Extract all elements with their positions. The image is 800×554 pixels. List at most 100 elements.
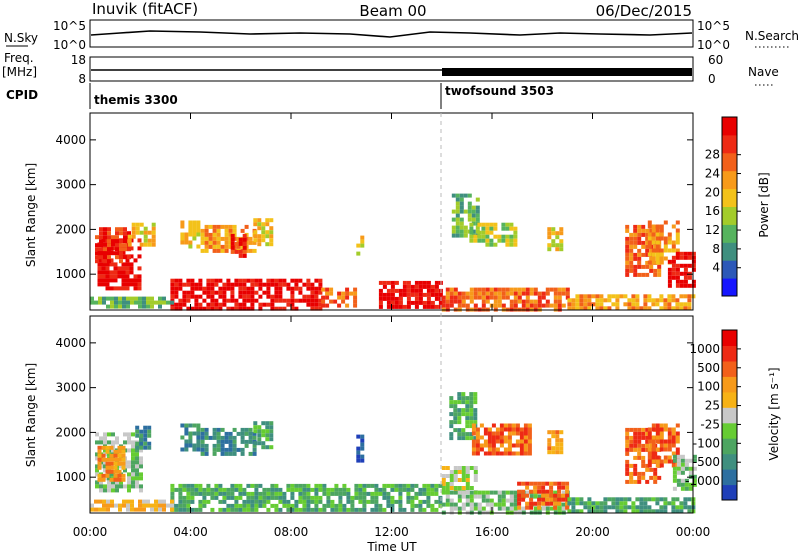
y-tick-label: 4000 <box>55 133 86 147</box>
colorbar-tick-label: 20 <box>705 185 720 199</box>
echo-region <box>471 423 532 456</box>
echo-region <box>517 481 570 510</box>
y-tick-label: 3000 <box>55 178 86 192</box>
echo-region <box>95 227 131 264</box>
colorbar-segment <box>722 330 737 346</box>
y-tick-label: 4000 <box>55 336 86 350</box>
echo-region <box>253 421 274 450</box>
colorbar-segment <box>722 170 737 190</box>
nave-tick-bottom: 0 <box>708 72 716 86</box>
colorbar-segment <box>722 360 737 377</box>
time-axis-label: Time UT <box>366 540 417 554</box>
x-tick-label: 08:00 <box>274 525 309 539</box>
echo-region <box>356 434 365 463</box>
echo-region <box>567 497 696 514</box>
colorbar-segment <box>722 484 737 501</box>
echo-region <box>200 427 257 456</box>
power-y-ticks: 1000 2000 3000 4000 <box>55 133 693 281</box>
power-panel: 1000 2000 3000 4000 Slant Range [km] <box>24 112 696 312</box>
nsky-label: N.Sky <box>4 31 38 45</box>
colorbar-tick-label: 8 <box>712 242 720 256</box>
velocity-colorbar-label: Velocity [m s⁻¹] <box>767 367 781 460</box>
nsky-tick-top: 10^5 <box>53 19 86 33</box>
colorbar-tick-label: 12 <box>705 223 720 237</box>
colorbar-segment <box>722 152 737 172</box>
freq-tick-top: 18 <box>71 53 86 67</box>
echo-region <box>378 280 443 309</box>
freq-unit: [MHz] <box>2 65 37 79</box>
nsearch-label: N.Search <box>745 29 799 43</box>
colorbar-tick-label: -500 <box>693 455 720 469</box>
x-tick-label: 00:00 <box>73 525 108 539</box>
y-tick-label: 2000 <box>55 222 86 236</box>
colorbar-segment <box>722 376 737 393</box>
colorbar-segment <box>722 117 737 136</box>
cpid-label: CPID <box>6 88 38 102</box>
colorbar-segment <box>722 345 737 362</box>
echo-region <box>356 235 365 256</box>
x-tick-label: 16:00 <box>475 525 510 539</box>
colorbar-tick-label: -1000 <box>685 474 720 488</box>
power-colorbar: Power [dB] 4 8 12 16 20 24 28 <box>705 116 771 297</box>
velocity-ylabel: Slant Range [km] <box>24 363 38 467</box>
colorbar-tick-label: 25 <box>705 399 720 413</box>
velocity-colorbar: Velocity [m s⁻¹] 1000 500 100 25 -25 -100 -500… <box>685 329 781 501</box>
echo-region <box>667 251 696 288</box>
colorbar-tick-label: 28 <box>705 148 720 162</box>
echo-region <box>200 224 257 253</box>
colorbar-segment <box>722 278 737 297</box>
colorbar-segment <box>722 453 737 470</box>
echo-region <box>135 425 152 450</box>
colorbar-segment <box>722 134 737 154</box>
nsky-panel: N.Sky 10^5 10^0 10^5 10^0 N.Search <box>4 19 799 52</box>
colorbar-tick-label: 1000 <box>689 342 720 356</box>
beam-title: Beam 00 <box>359 2 426 20</box>
power-colorbar-label: Power [dB] <box>757 172 771 237</box>
colorbar-segment <box>722 422 737 439</box>
nsearch-tick-bottom: 10^0 <box>697 38 730 52</box>
nave-tick-top: 60 <box>708 53 723 67</box>
y-tick-label: 1000 <box>55 470 86 484</box>
nave-trace-block <box>442 68 692 76</box>
colorbar-segment <box>722 242 737 261</box>
echo-region <box>469 222 518 247</box>
colorbar-tick-label: 500 <box>697 361 720 375</box>
date-title: 06/Dec/2015 <box>596 2 692 20</box>
echo-region <box>180 423 201 452</box>
x-tick-label: 20:00 <box>575 525 610 539</box>
echo-region <box>230 233 247 258</box>
y-tick-label: 2000 <box>55 425 86 439</box>
freq-panel: Freq. [MHz] 18 8 60 0 Nave <box>2 51 779 86</box>
echo-region <box>127 222 156 247</box>
x-tick-label: 00:00 <box>676 525 711 539</box>
y-tick-label: 3000 <box>55 381 86 395</box>
nsky-tick-bottom: 10^0 <box>53 38 86 52</box>
echo-region <box>441 466 478 494</box>
echo-region <box>449 392 478 441</box>
colorbar-segment <box>722 391 737 408</box>
colorbar-segment <box>722 438 737 455</box>
echo-region <box>90 499 174 512</box>
station-title: Inuvik (fitACF) <box>92 0 198 18</box>
echo-region <box>567 294 696 311</box>
echo-region <box>253 218 274 247</box>
velocity-y-ticks: 1000 2000 3000 4000 <box>55 336 693 484</box>
colorbar-tick-label: 100 <box>697 380 720 394</box>
freq-tick-bottom: 8 <box>78 72 86 86</box>
echo-region <box>441 287 570 312</box>
colorbar-tick-label: 24 <box>705 167 720 181</box>
echo-region <box>97 445 126 482</box>
echo-region <box>547 430 564 455</box>
x-tick-label: 12:00 <box>374 525 409 539</box>
echo-region <box>451 193 480 238</box>
echo-region <box>90 296 174 309</box>
echo-region <box>170 278 323 311</box>
power-ylabel: Slant Range [km] <box>24 163 38 267</box>
colorbar-tick-label: -100 <box>693 436 720 450</box>
nsearch-tick-top: 10^5 <box>697 19 730 33</box>
freq-label: Freq. <box>4 51 34 65</box>
echo-region <box>672 454 697 491</box>
velocity-data <box>90 392 697 515</box>
power-data <box>90 193 696 312</box>
